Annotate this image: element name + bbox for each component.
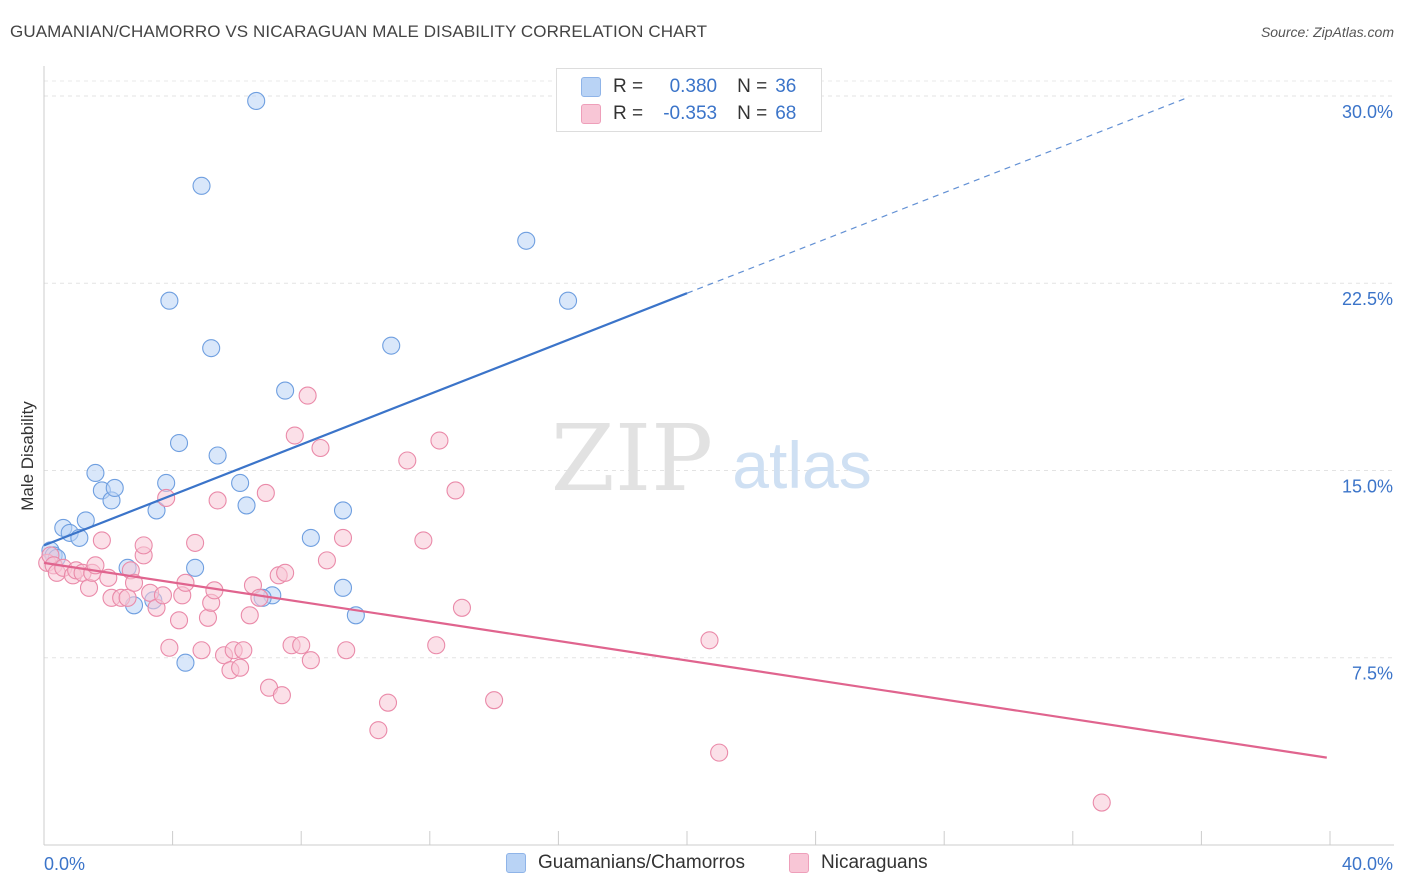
trend-line-guamanian-extension <box>686 97 1186 294</box>
data-point-guamanian <box>237 496 256 515</box>
data-point-guamanian <box>160 291 179 310</box>
data-point-nicaraguan <box>208 491 227 510</box>
axes <box>43 66 1394 846</box>
data-point-nicaraguan <box>298 386 317 405</box>
trend-line-guamanian <box>43 292 688 547</box>
data-point-guamanian <box>301 528 320 547</box>
r-label: R = <box>613 103 644 124</box>
data-point-nicaraguan <box>234 641 253 660</box>
series-legend: Guamanians/Chamorros Nicaraguans <box>0 852 1406 878</box>
data-point-nicaraguan <box>398 451 417 470</box>
legend-swatch-pink <box>581 104 601 124</box>
data-point-nicaraguan <box>301 651 320 670</box>
data-point-nicaraguan <box>369 721 388 740</box>
legend-label-nicaraguans: Nicaraguans <box>821 852 928 873</box>
stats-legend: R = 0.380 N = 36 R = -0.353 N = 68 <box>556 68 822 132</box>
legend-swatch-blue <box>506 853 526 873</box>
data-point-guamanian <box>333 578 353 597</box>
y-tick-label: 7.5% <box>1352 664 1393 684</box>
data-points <box>38 91 1111 812</box>
n-value: 68 <box>775 103 797 124</box>
y-tick-label: 22.5% <box>1342 289 1393 309</box>
data-point-nicaraguan <box>337 641 356 660</box>
data-point-guamanian <box>192 176 211 195</box>
x-tick-label-min: 0.0% <box>44 854 85 874</box>
watermark-zip: ZIP <box>551 405 713 512</box>
data-point-nicaraguan <box>427 636 446 655</box>
data-point-guamanian <box>231 473 250 493</box>
stats-row-guamanian: R = 0.380 N = 36 <box>581 74 796 100</box>
data-point-nicaraguan <box>186 533 205 552</box>
data-point-guamanian <box>333 501 353 520</box>
data-point-nicaraguan <box>240 606 259 625</box>
data-point-guamanian <box>517 231 536 250</box>
n-value: 36 <box>775 76 797 97</box>
n-label: N = <box>737 76 768 97</box>
data-point-nicaraguan <box>285 426 304 445</box>
data-point-nicaraguan <box>276 563 295 582</box>
legend-item-guamanians[interactable]: Guamanians/Chamorros <box>506 852 745 874</box>
data-point-nicaraguan <box>311 438 330 458</box>
data-point-nicaraguan <box>79 578 99 597</box>
data-point-nicaraguan <box>134 536 153 555</box>
stats-row-nicaraguan: R = -0.353 N = 68 <box>581 101 796 127</box>
legend-label-guamanians: Guamanians/Chamorros <box>538 852 745 873</box>
data-point-nicaraguan <box>1092 793 1111 812</box>
source-label: Source: ZipAtlas.com <box>1260 24 1394 40</box>
data-point-nicaraguan <box>485 691 504 710</box>
n-label: N = <box>737 103 768 124</box>
data-point-nicaraguan <box>192 641 211 660</box>
legend-item-nicaraguans[interactable]: Nicaraguans <box>789 852 928 874</box>
data-point-nicaraguan <box>256 483 275 503</box>
r-value: -0.353 <box>663 103 718 124</box>
data-point-nicaraguan <box>333 528 353 547</box>
data-point-nicaraguan <box>710 743 729 762</box>
y-tick-label: 15.0% <box>1342 476 1393 496</box>
tick-labels: 7.5% 15.0% 22.5% 30.0% 0.0% 40.0% <box>44 102 1393 874</box>
chart-title: GUAMANIAN/CHAMORRO VS NICARAGUAN MALE DI… <box>10 22 708 41</box>
data-point-guamanian <box>208 446 227 465</box>
gridlines <box>44 80 1394 659</box>
data-point-nicaraguan <box>317 551 336 570</box>
data-point-nicaraguan <box>118 588 137 607</box>
data-point-guamanian <box>186 558 205 577</box>
data-point-guamanian <box>169 433 189 453</box>
r-value: 0.380 <box>669 76 718 97</box>
trend-line-nicaraguan <box>43 561 1327 759</box>
data-point-nicaraguan <box>160 638 179 657</box>
data-point-guamanian <box>176 653 195 672</box>
watermark-atlas: atlas <box>732 428 871 502</box>
data-point-guamanian <box>202 339 221 358</box>
watermark: ZIP atlas <box>551 405 872 512</box>
x-tick-label-max: 40.0% <box>1342 854 1393 874</box>
data-point-guamanian <box>105 478 124 498</box>
y-tick-label: 30.0% <box>1342 102 1393 122</box>
data-point-nicaraguan <box>169 611 189 630</box>
legend-swatch-blue <box>581 77 601 97</box>
data-point-nicaraguan <box>378 693 398 712</box>
data-point-nicaraguan <box>92 531 111 550</box>
trend-lines <box>43 97 1327 759</box>
data-point-nicaraguan <box>446 481 465 500</box>
r-label: R = <box>613 76 644 97</box>
data-point-guamanian <box>558 291 578 310</box>
data-point-nicaraguan <box>250 588 269 607</box>
data-point-guamanian <box>86 463 105 483</box>
data-point-nicaraguan <box>700 631 719 650</box>
data-point-guamanian <box>382 336 401 355</box>
data-point-nicaraguan <box>272 686 291 705</box>
data-point-nicaraguan <box>198 608 218 627</box>
data-point-nicaraguan <box>153 586 173 605</box>
data-point-nicaraguan <box>414 531 433 550</box>
data-point-nicaraguan <box>430 431 449 450</box>
data-point-guamanian <box>276 381 295 400</box>
data-point-nicaraguan <box>124 573 144 592</box>
data-point-guamanian <box>247 91 266 111</box>
data-point-nicaraguan <box>452 598 472 617</box>
legend-swatch-pink <box>789 853 809 873</box>
data-point-nicaraguan <box>231 658 250 677</box>
data-point-nicaraguan <box>292 636 311 655</box>
